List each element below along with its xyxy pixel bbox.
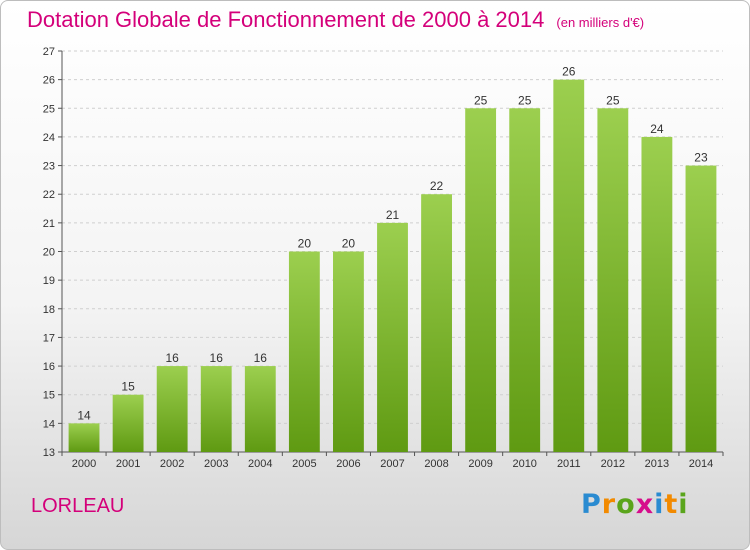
x-tick-label: 2000 (72, 458, 96, 470)
x-tick-label: 2010 (512, 458, 536, 470)
y-tick-label: 15 (43, 390, 55, 402)
y-tick-label: 19 (43, 275, 55, 287)
y-tick-label: 26 (43, 75, 55, 87)
bar (685, 165, 717, 453)
bar (333, 251, 364, 452)
y-tick-label: 23 (43, 161, 55, 173)
bars (68, 79, 717, 453)
bar-value-label: 21 (386, 208, 400, 222)
bar-value-label: 25 (606, 93, 620, 107)
logo-letter: i (654, 489, 665, 520)
x-tick-label: 2008 (424, 458, 448, 470)
y-tick-label: 17 (43, 332, 55, 344)
bar-value-label: 24 (650, 122, 664, 136)
bar-value-label: 26 (562, 65, 576, 79)
y-tick-label: 20 (43, 247, 55, 259)
bar (112, 394, 144, 452)
y-tick-label: 25 (43, 103, 55, 115)
data-labels: 14 15 16 16 16 20 20 21 22 25 25 26 25 24 23 (77, 65, 708, 423)
x-tick-label: 2013 (645, 458, 669, 470)
x-tick-label: 2005 (292, 458, 316, 470)
bar (641, 136, 673, 452)
bar-value-label: 16 (210, 351, 224, 365)
x-tick-label: 2006 (336, 458, 360, 470)
bar-value-label: 23 (694, 151, 708, 165)
chart-unit: (en milliers d'€) (556, 15, 645, 30)
x-tick-label: 2007 (380, 458, 404, 470)
bar-value-label: 14 (77, 408, 91, 422)
chart-title-text: Dotation Globale de Fonctionnement de 20… (27, 7, 545, 32)
logo-letter: i (678, 489, 689, 520)
y-tick-label: 16 (43, 361, 55, 373)
logo-letter: o (616, 489, 636, 520)
logo-letter: r (601, 489, 617, 520)
y-tick-label: 27 (43, 46, 55, 58)
x-tick-label: 2002 (160, 458, 184, 470)
bar (200, 366, 232, 452)
bar (421, 194, 452, 452)
bar (288, 251, 320, 452)
y-tick-label: 13 (43, 447, 55, 459)
x-tick-label: 2001 (116, 458, 140, 470)
y-tick-label: 18 (43, 304, 55, 316)
y-tick-label: 14 (43, 418, 55, 430)
bar-value-label: 20 (342, 237, 356, 251)
x-tick-label: 2012 (601, 458, 625, 470)
x-tick-label: 2014 (689, 458, 713, 470)
x-tick-label: 2011 (557, 458, 581, 470)
logo-letter: t (664, 489, 679, 520)
bar (465, 108, 497, 453)
y-tick-label: 21 (43, 218, 55, 230)
bar-value-label: 25 (474, 93, 488, 107)
chart-title: Dotation Globale de Fonctionnement de 20… (27, 7, 644, 33)
bar (156, 366, 188, 452)
x-tick-label: 2004 (248, 458, 272, 470)
bar-value-label: 15 (121, 380, 135, 394)
bar (553, 79, 585, 453)
logo-letter: x (635, 489, 655, 520)
proxiti-logo[interactable]: Proxiti (581, 489, 689, 520)
x-tick-label: 2003 (204, 458, 228, 470)
y-tick-label: 22 (43, 189, 55, 201)
city-name: LORLEAU (31, 495, 125, 517)
bar-value-label: 16 (165, 351, 179, 365)
logo-letter: P (581, 489, 602, 520)
bar-value-label: 22 (430, 179, 444, 193)
x-tick-label: 2009 (468, 458, 492, 470)
bar (597, 108, 629, 453)
y-tick-label: 24 (43, 132, 55, 144)
bar (68, 423, 100, 452)
bar (244, 366, 276, 452)
bar-value-label: 25 (518, 93, 532, 107)
bar-value-label: 20 (298, 237, 312, 251)
bar (509, 108, 541, 453)
bar (377, 222, 408, 452)
bar-value-label: 16 (254, 351, 268, 365)
